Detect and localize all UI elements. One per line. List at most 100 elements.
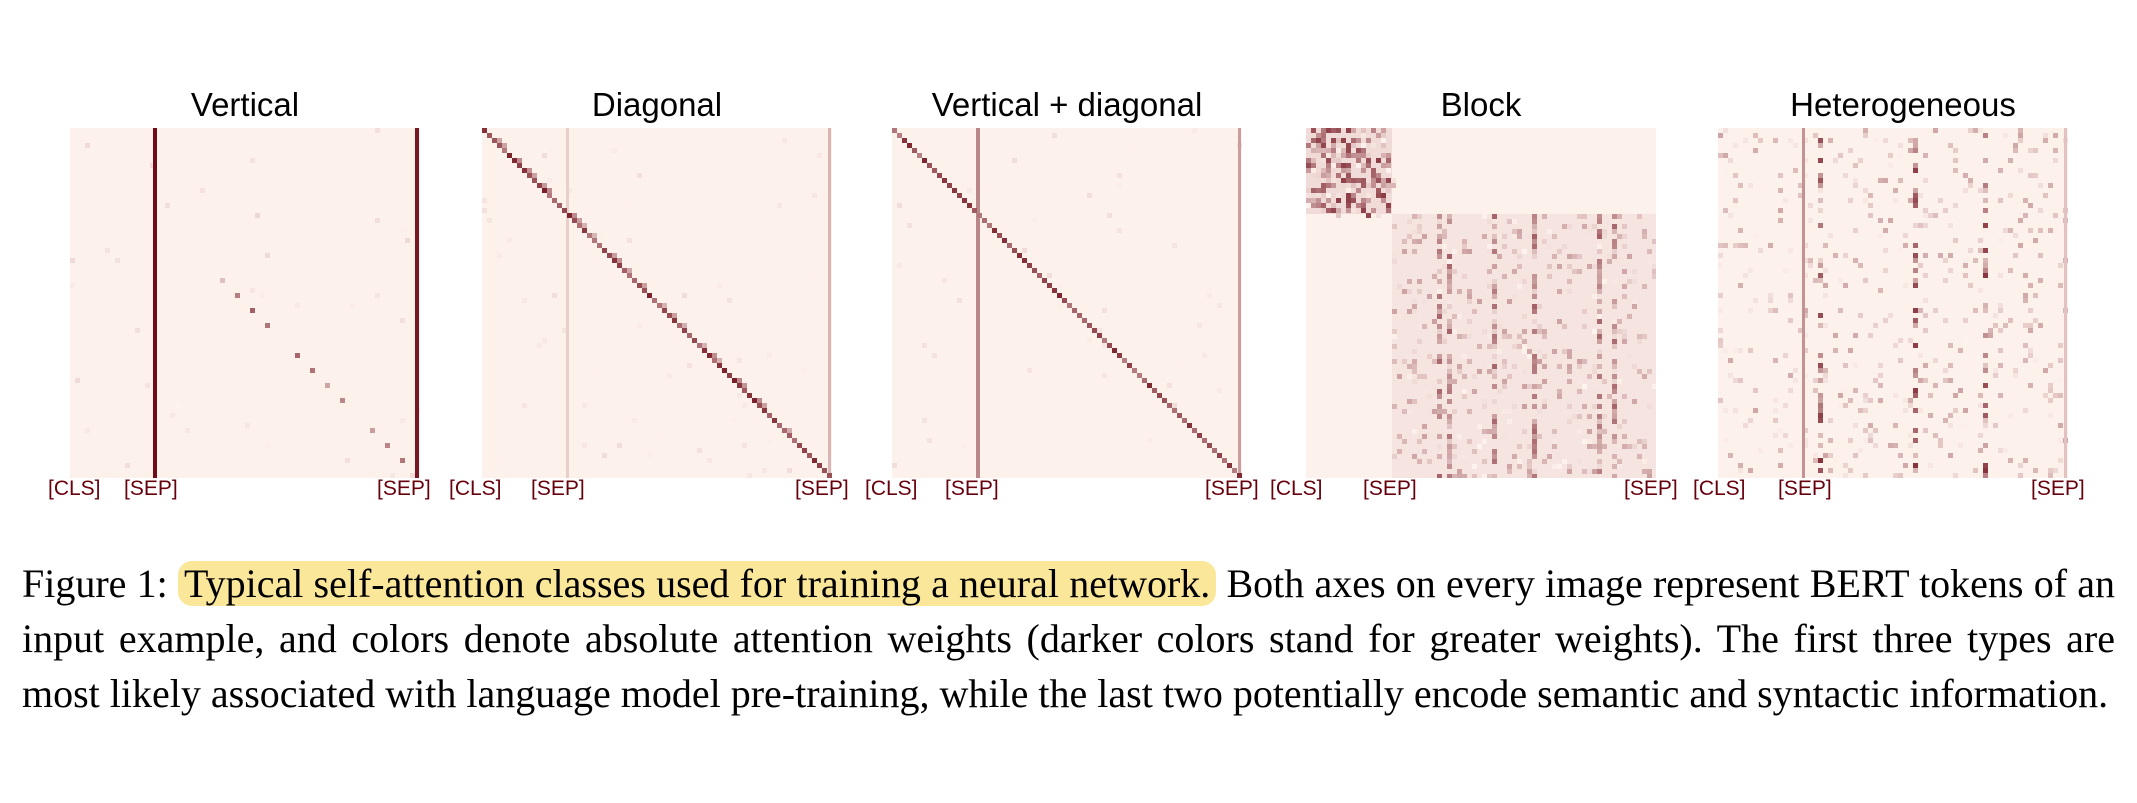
attention-cell [1617,464,1622,469]
attention-cell [1381,183,1386,188]
attention-cell [1953,203,1958,208]
attention-cell [1492,419,1497,424]
attention-cell [2043,193,2048,198]
attention-cell [1437,404,1442,409]
attention-diagonal-cell [957,193,962,198]
attention-cell [1437,294,1442,299]
attention-cell [802,368,807,373]
attention-diagonal-cell [682,323,687,328]
attention-cell [1467,249,1472,254]
attention-cell [1492,449,1497,454]
attention-cell [1386,168,1391,173]
attention-diagonal-cell [577,223,582,228]
attention-cell [1622,284,1627,289]
attention-cell [1778,428,1783,433]
attention-diagonal-cell [642,288,647,293]
attention-cell [1366,183,1371,188]
attention-cell [1913,373,1918,378]
attention-diagonal-cell [507,153,512,158]
attention-cell [1868,433,1873,438]
attention-cell [1933,308,1938,313]
attention-cell [1117,173,1122,178]
attention-cell [1617,379,1622,384]
attention-diagonal-cell [662,303,667,308]
attention-diagonal-cell [907,143,912,148]
attention-cell [1597,259,1602,264]
attention-cell [1953,393,1958,398]
attention-cell [1552,254,1557,259]
attention-cell [350,303,355,308]
attention-cell [1938,253,1943,258]
attention-cell [1738,348,1743,353]
attention-cell [1803,313,1808,318]
attention-cell [1336,173,1341,178]
attention-cell [235,293,240,298]
attention-cell [1557,364,1562,369]
attention-diagonal-cell [902,138,907,143]
attention-cell [2048,363,2053,368]
attention-cell [1818,403,1823,408]
attention-cell [1447,214,1452,219]
attention-cell [1627,254,1632,259]
attention-diagonal-cell [917,153,922,158]
attention-cell [1858,313,1863,318]
attention-cell [1207,288,1212,293]
attention-cell [2023,458,2028,463]
panel-title: Block [1440,86,1522,123]
attention-cell [1753,233,1758,238]
attention-cell [1843,173,1848,178]
attention-cell [1321,158,1326,163]
panel-heterogeneous: Heterogeneous [CLS] [SEP] [SEP] [1693,0,2085,500]
attention-cell [1913,368,1918,373]
attention-cell [1306,163,1311,168]
attention-cell [1437,269,1442,274]
attention-cell [1321,148,1326,153]
tick-cls: [CLS] [1270,477,1323,500]
attention-cell [1642,439,1647,444]
attention-cell [1447,379,1452,384]
attention-cell [1376,158,1381,163]
attention-cell [1557,319,1562,324]
attention-cell [1818,408,1823,413]
attention-cell [1361,178,1366,183]
attention-cell [2033,238,2038,243]
attention-cell [1818,223,1823,228]
attention-cell [1718,243,1723,248]
attention-cell [1562,349,1567,354]
attention-cell [1502,384,1507,389]
attention-cell [1102,343,1107,348]
tick-sep-first: [SEP] [945,477,999,500]
attention-cell [1958,348,1963,353]
attention-cell [1572,244,1577,249]
attention-cell [1913,343,1918,348]
attention-cell [1738,198,1743,203]
attention-cell [400,458,405,463]
attention-cell [1507,374,1512,379]
attention-cell [1107,213,1112,218]
attention-cell [1562,224,1567,229]
attention-cell [1537,409,1542,414]
attention-cell [1577,359,1582,364]
attention-cell [1652,384,1656,389]
attention-cell [1863,438,1868,443]
attention-cell [1632,269,1637,274]
attention-cell [1437,359,1442,364]
attention-cell [542,148,547,153]
attention-diagonal-cell [977,213,982,218]
attention-cell [1592,389,1597,394]
attention-cell [1517,344,1522,349]
attention-diagonal-cell [497,138,502,143]
attention-cell [1597,314,1602,319]
attention-cell [1417,224,1422,229]
attention-cell [1913,138,1918,143]
attention-cell [1462,274,1467,279]
attention-cell [2048,233,2053,238]
attention-cell [1833,458,1838,463]
attention-cell [1376,188,1381,193]
attention-diagonal-cell [592,233,597,238]
attention-cell [567,188,572,193]
attention-diagonal-cell [967,203,972,208]
attention-cell [1828,138,1833,143]
attention-diagonal-cell [597,243,602,248]
attention-cell [2033,468,2038,473]
